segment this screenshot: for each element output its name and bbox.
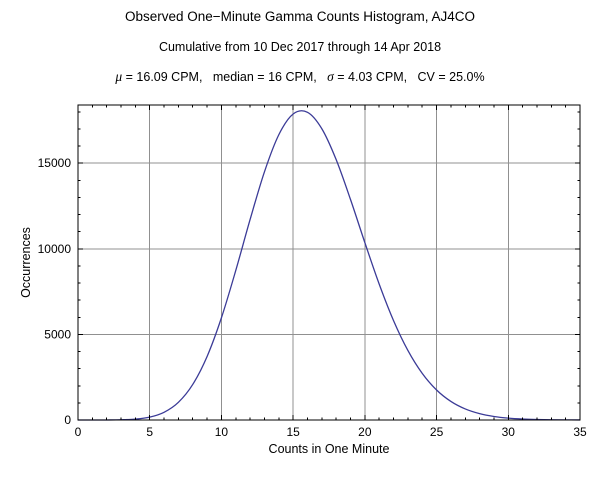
- sigma-symbol: σ: [327, 69, 334, 84]
- sigma-cv-values: = 4.03 CPM, CV = 25.0%: [333, 70, 485, 84]
- tick-label-x: 20: [358, 425, 372, 439]
- tick-label-y: 0: [64, 413, 71, 427]
- tick-label-x: 35: [573, 425, 587, 439]
- chart-title: Observed One−Minute Gamma Counts Histogr…: [124, 9, 476, 24]
- tick-label-y: 15000: [38, 156, 72, 170]
- chart-stats-annotation: μ = 16.09 CPM, median = 16 CPM, σ = 4.03…: [0, 69, 600, 85]
- histogram-curve: [77, 110, 581, 421]
- tick-label-x: 0: [75, 425, 82, 439]
- tick-label-x: 5: [146, 425, 153, 439]
- tick-label-x: 25: [430, 425, 444, 439]
- mu-symbol: μ: [115, 69, 123, 84]
- plot-frame: [77, 104, 581, 421]
- tick-label-x: 10: [215, 425, 229, 439]
- tick-label-x: 30: [502, 425, 516, 439]
- tick-label-y: 10000: [38, 242, 72, 256]
- tick-label-y: 5000: [44, 327, 71, 341]
- mu-median-values: = 16.09 CPM, median = 16 CPM,: [122, 70, 328, 84]
- x-axis-label: Counts in One Minute: [269, 442, 390, 456]
- chart-subtitle: Cumulative from 10 Dec 2017 through 14 A…: [158, 40, 442, 54]
- tick-label-x: 15: [286, 425, 300, 439]
- y-axis-label: Occurrences: [19, 227, 33, 298]
